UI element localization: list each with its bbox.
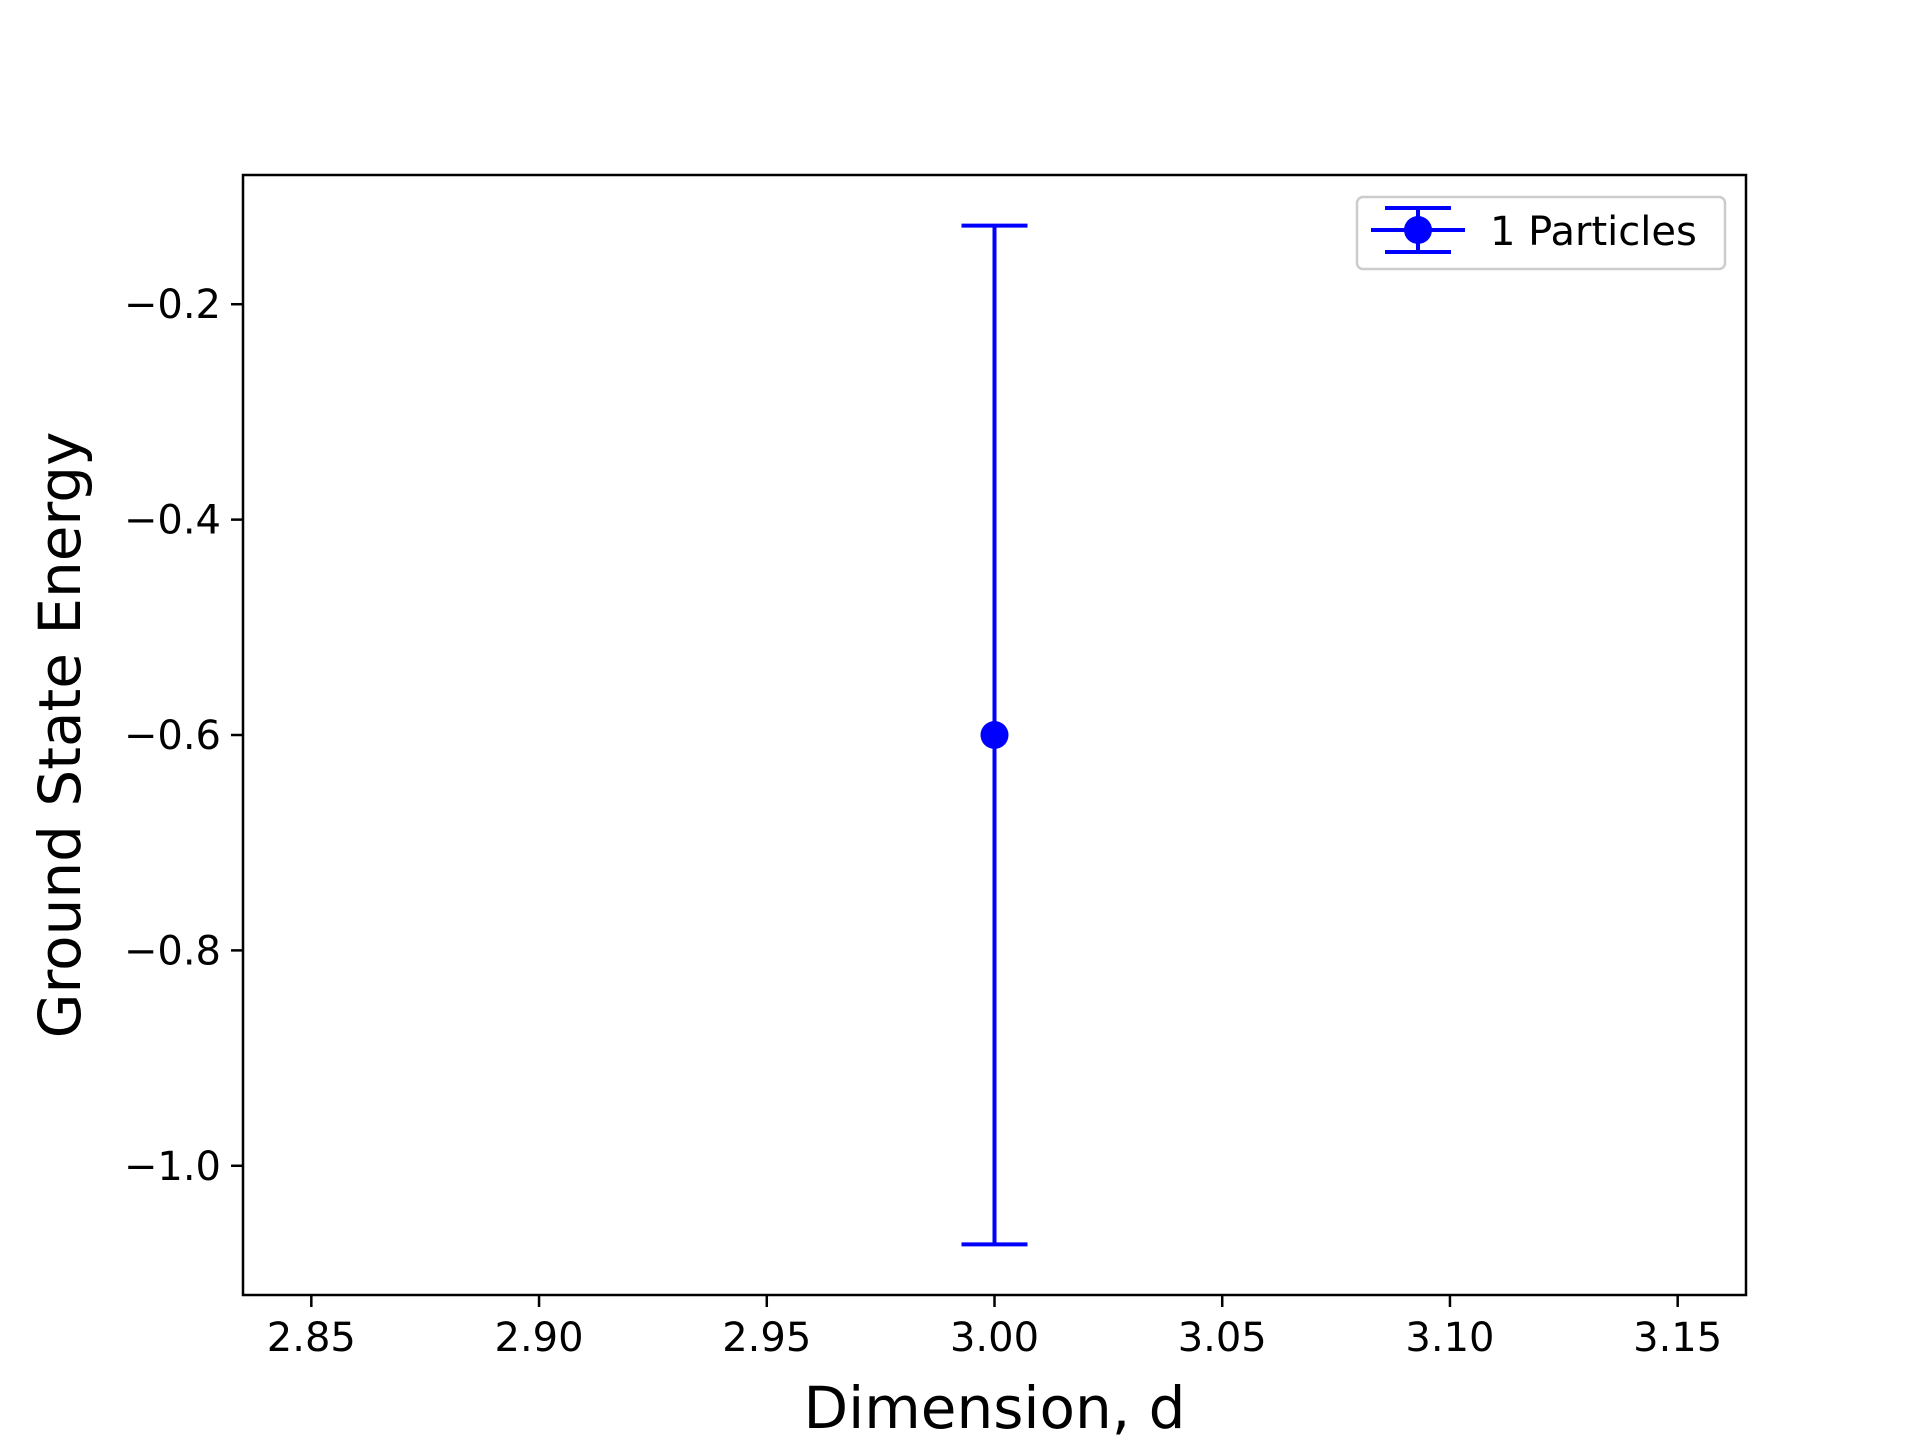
x-tick-label: 3.15: [1633, 1315, 1722, 1361]
data-point: [980, 721, 1009, 749]
x-tick-label: 3.05: [1178, 1315, 1267, 1361]
y-tick-label: −1.0: [124, 1144, 221, 1190]
y-tick-label: −0.8: [124, 928, 221, 974]
y-tick-label: −0.6: [124, 713, 221, 759]
x-tick-label: 3.00: [950, 1315, 1039, 1361]
legend-label: 1 Particles: [1490, 209, 1697, 255]
legend-dot: [1404, 216, 1432, 244]
y-axis-title: Ground State Energy: [26, 432, 94, 1039]
x-axis-title: Dimension, d: [804, 1374, 1186, 1440]
x-tick-label: 2.95: [722, 1315, 811, 1361]
legend: 1 Particles: [1355, 195, 1727, 271]
y-tick-label: −0.4: [124, 498, 221, 544]
x-tick-label: 2.85: [267, 1315, 356, 1361]
x-tick-label: 2.90: [495, 1315, 584, 1361]
plot-layer: [961, 223, 1028, 1247]
legend-series-marker: [1371, 206, 1465, 254]
x-tick-label: 3.10: [1405, 1315, 1494, 1361]
y-tick-label: −0.2: [124, 282, 221, 328]
tick-layer: 2.85 2.90 2.95 3.00 3.05 3.10 3.15 −1.0 −0.8 −0.6…: [124, 282, 1722, 1361]
